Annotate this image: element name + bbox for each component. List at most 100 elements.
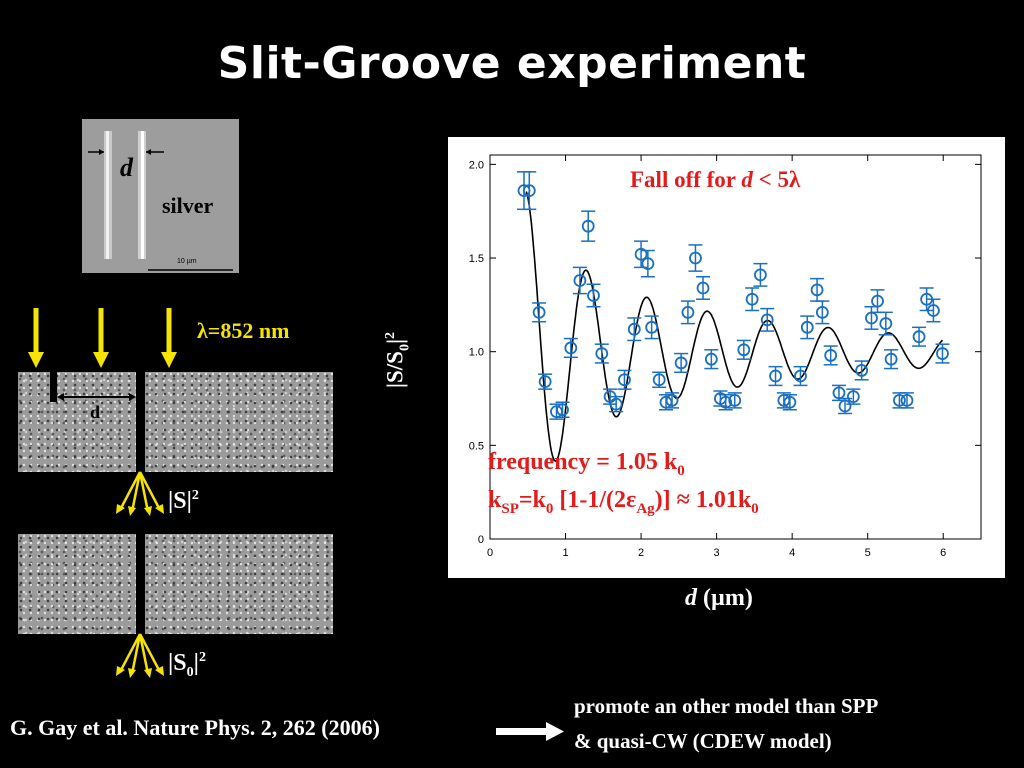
data-point	[532, 305, 546, 319]
data-point	[681, 305, 695, 319]
wavelength-label: λ=852 nm	[197, 318, 290, 343]
sem-image-drawing	[82, 119, 239, 273]
S-label: |S|2	[168, 488, 199, 515]
plot-panel: 0 0.5 1.0 1.5 2.0 0 1 2 3 4 5 6 Fall off for d < 5λ…	[448, 137, 1005, 578]
ksp-eps-sub: Ag	[636, 500, 655, 517]
silver-film-lower	[18, 534, 333, 634]
data-point	[879, 317, 893, 330]
falloff-annotation: Fall off for d < 5λ	[630, 167, 800, 193]
emission-arrows-lower	[116, 633, 164, 678]
data-point	[900, 393, 914, 407]
data-point	[564, 341, 578, 355]
slit-lower	[136, 534, 145, 634]
data-point	[737, 343, 751, 357]
data-point	[587, 289, 600, 302]
S0-exponent: 2	[198, 650, 206, 665]
S0-end: |	[193, 650, 199, 676]
data-point	[573, 274, 587, 287]
citation: G. Gay et al. Nature Phys. 2, 262 (2006)	[10, 715, 380, 740]
slit-upper	[136, 372, 145, 472]
x-tick-label: 4	[789, 547, 795, 559]
data-point	[728, 393, 742, 407]
x-tick-label: 2	[638, 547, 644, 559]
S0-text: |S	[168, 650, 187, 676]
data-point	[769, 369, 782, 383]
S0-subscript: 0	[186, 664, 194, 680]
ksp-sub: SP	[501, 500, 519, 517]
data-point	[652, 373, 666, 387]
data-point	[855, 364, 869, 377]
data-point	[627, 322, 641, 336]
S-exponent: 2	[191, 488, 199, 503]
data-point	[641, 257, 655, 271]
data-point	[696, 281, 710, 295]
sem-scale-bar-label: 10 µm	[177, 258, 197, 265]
data-point	[609, 397, 623, 411]
ksp-end-sub: 0	[751, 500, 759, 517]
emission-arrows-upper	[116, 471, 164, 516]
data-point	[815, 305, 829, 319]
groove	[50, 372, 57, 402]
data-point	[745, 292, 759, 306]
schematic-d-label: d	[90, 402, 101, 422]
data-point	[556, 403, 569, 417]
slide-title: Slit-Groove experiment	[217, 38, 807, 89]
y-tick-label: 1.5	[469, 253, 484, 265]
data-point	[846, 390, 860, 404]
data-point	[936, 347, 949, 360]
x-tick-label: 1	[562, 547, 568, 559]
plot-frame	[489, 154, 982, 540]
y-tick-label: 1.0	[469, 347, 484, 359]
S0-label: |S0|2	[168, 650, 206, 681]
sem-d-label: d	[120, 153, 133, 182]
falloff-suffix: < 5λ	[752, 167, 801, 192]
data-point	[665, 393, 679, 407]
falloff-prefix: Fall off for	[630, 167, 742, 192]
incident-arrow-head	[28, 352, 44, 368]
data-point	[674, 356, 688, 370]
x-axis-d: d	[685, 585, 697, 611]
ksp-mid3: )] ≈ 1.01k	[654, 487, 752, 513]
frequency-text: frequency = 1.05 k	[488, 449, 678, 475]
data-point	[794, 369, 807, 383]
d-dimension-arrow	[57, 393, 136, 401]
data-point	[838, 399, 852, 413]
data-point	[522, 184, 536, 197]
data-point	[538, 375, 552, 389]
ksp-k: k	[488, 487, 502, 513]
incident-arrow-head	[161, 352, 177, 368]
ksp-annotation: kSP=k0 [1-1/(2εAg)] ≈ 1.01k0	[488, 487, 759, 518]
sem-image: d silver 10 µm	[82, 119, 239, 273]
y-tick-label: 0.5	[469, 440, 484, 452]
S-text: |S|	[168, 488, 192, 514]
citation-arrow	[496, 722, 564, 741]
data-point	[800, 320, 814, 334]
promote-line2: & quasi-CW (CDEW model)	[574, 729, 832, 753]
x-tick-label: 3	[714, 547, 720, 559]
y-axis-sub: 0	[397, 344, 413, 352]
data-point	[760, 313, 774, 327]
incident-arrow-head	[93, 352, 109, 368]
data-point	[871, 294, 884, 308]
frequency-annotation: frequency = 1.05 k0	[488, 449, 685, 480]
data-point	[704, 352, 718, 366]
x-tick-label: 0	[487, 547, 493, 559]
y-axis-label: |S/S0|2	[383, 332, 414, 388]
silver-film-upper	[18, 372, 333, 472]
ksp-mid2: [1-1/(2ε	[553, 487, 637, 513]
x-tick-label: 5	[865, 547, 871, 559]
data-point	[719, 395, 733, 409]
x-axis-unit: (µm)	[703, 585, 753, 611]
y-axis-end: |	[382, 338, 408, 345]
x-axis-label: d (µm)	[685, 585, 753, 612]
data-point	[754, 268, 767, 282]
ksp-mid1: =k	[518, 487, 546, 513]
promote-line1: promote an other model than SPP	[574, 694, 879, 718]
data-point	[595, 347, 609, 360]
sem-material-label: silver	[162, 193, 214, 218]
data-point	[689, 251, 702, 265]
plot-svg: 0 0.5 1.0 1.5 2.0 0 1 2 3 4 5 6	[469, 154, 982, 559]
y-tick-label: 2.0	[469, 159, 484, 171]
x-tick-label: 6	[940, 547, 946, 559]
data-point	[824, 349, 838, 362]
